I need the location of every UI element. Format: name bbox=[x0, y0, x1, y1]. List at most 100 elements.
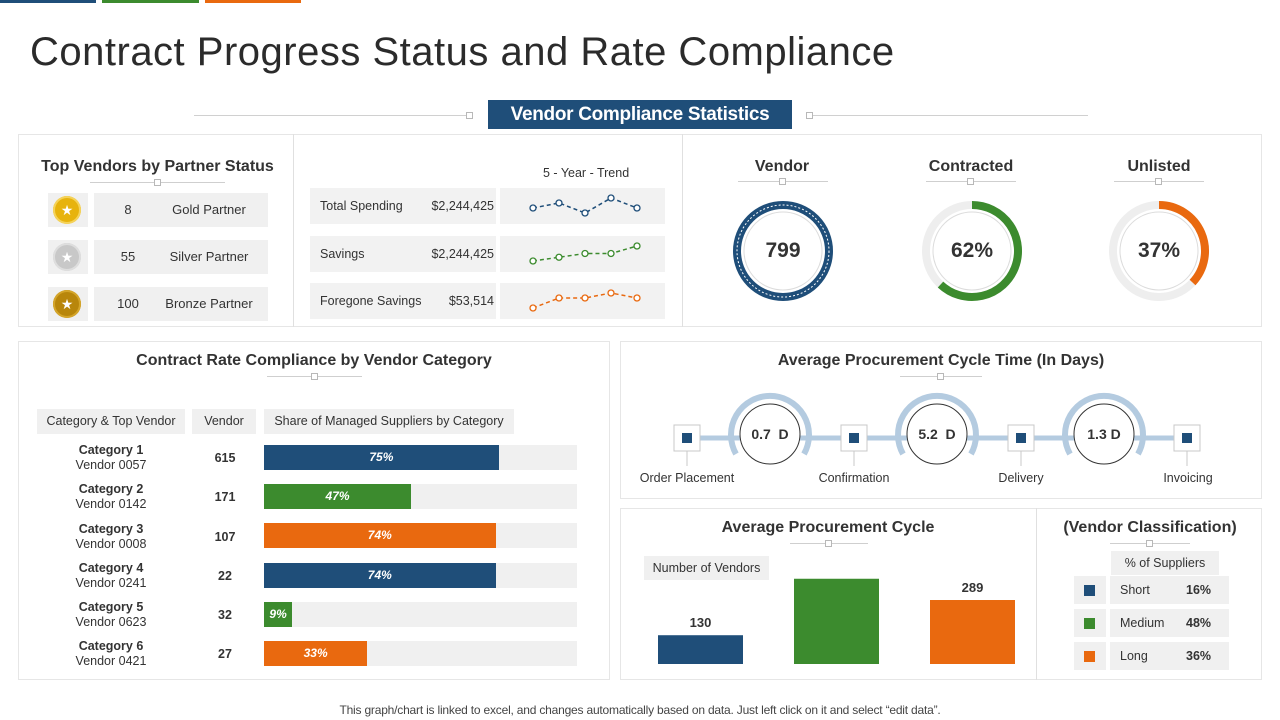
spending-label: Total Spending bbox=[320, 188, 403, 224]
sparkline-point bbox=[556, 200, 562, 206]
gold-star-medal-icon: ★ bbox=[53, 196, 81, 224]
cycle-time-flow: 0.7 D 5.2 D 1.3 D bbox=[620, 380, 1262, 475]
share-bar: 33% bbox=[264, 641, 367, 666]
category-name: Category 6 bbox=[79, 639, 144, 653]
sparkline-point bbox=[582, 251, 588, 257]
category-name: Category 2 bbox=[79, 482, 144, 496]
donut-title-contracted: Contracted bbox=[911, 158, 1031, 176]
partner-row-gold: ★ 8 Gold Partner bbox=[48, 193, 268, 227]
table-header-share: Share of Managed Suppliers by Category bbox=[264, 409, 514, 434]
legend-swatch bbox=[1084, 651, 1095, 662]
sparkline-box bbox=[500, 283, 665, 319]
classification-title: (Vendor Classification) bbox=[1040, 519, 1260, 537]
procurement-cycle-bar-chart: 130385289 bbox=[640, 575, 1030, 670]
classification-row-medium: Medium 48% bbox=[1074, 609, 1229, 637]
sparkline-point bbox=[530, 205, 536, 211]
spending-value: $2,244,425 bbox=[431, 188, 494, 224]
bar bbox=[794, 579, 879, 664]
panel-divider bbox=[293, 134, 294, 327]
share-bar: 9% bbox=[264, 602, 292, 627]
title-ornament bbox=[267, 372, 362, 381]
title-ornament bbox=[926, 177, 1016, 186]
share-bar: 74% bbox=[264, 563, 496, 588]
sparkline-point bbox=[530, 258, 536, 264]
stage-marker bbox=[674, 425, 700, 466]
title-ornament bbox=[1110, 539, 1190, 548]
bronze-star-medal-icon: ★ bbox=[53, 290, 81, 318]
stage-marker bbox=[1008, 425, 1034, 466]
table-header-vendor: Vendor bbox=[192, 409, 256, 434]
top-vendor-name: Vendor 0623 bbox=[76, 615, 147, 629]
top-accent-bar-blue bbox=[0, 0, 96, 3]
partner-row-bronze: ★ 100 Bronze Partner bbox=[48, 287, 268, 321]
top-vendors-title: Top Vendors by Partner Status bbox=[30, 158, 285, 176]
cycle-time-title: Average Procurement Cycle Time (In Days) bbox=[620, 352, 1262, 370]
sparkline-point bbox=[634, 243, 640, 249]
legend-swatch bbox=[1084, 585, 1095, 596]
sparkline-point bbox=[582, 210, 588, 216]
vendor-count: 107 bbox=[205, 530, 245, 544]
vendor-count: 27 bbox=[205, 647, 245, 661]
sparkline-point bbox=[608, 195, 614, 201]
sparkline-point bbox=[556, 254, 562, 260]
stage-label-invoicing: Invoicing bbox=[1133, 471, 1243, 485]
share-bar-track: 74% bbox=[264, 563, 577, 588]
sparkline-point bbox=[608, 290, 614, 296]
vendor-count: 615 bbox=[205, 451, 245, 465]
spending-label: Foregone Savings bbox=[320, 283, 421, 319]
silver-star-medal-icon: ★ bbox=[53, 243, 81, 271]
top-accent-bar-orange bbox=[205, 0, 301, 3]
banner-ornament-left bbox=[466, 112, 473, 119]
stage-label-delivery: Delivery bbox=[966, 471, 1076, 485]
title-ornament bbox=[90, 178, 225, 187]
spending-row-foregone: Foregone Savings $53,514 bbox=[310, 283, 665, 319]
sparkline-point bbox=[608, 251, 614, 257]
share-bar: 75% bbox=[264, 445, 499, 470]
compliance-title: Contract Rate Compliance by Vendor Categ… bbox=[18, 352, 610, 370]
top-vendor-name: Vendor 0008 bbox=[76, 537, 147, 551]
duration-label: 1.3 D bbox=[1087, 426, 1120, 442]
category-name: Category 5 bbox=[79, 600, 144, 614]
spending-row-total: Total Spending $2,244,425 bbox=[310, 188, 665, 224]
bar bbox=[658, 635, 743, 664]
category-name: Category 4 bbox=[79, 561, 144, 575]
partner-label: Gold Partner bbox=[154, 193, 264, 227]
classification-header: % of Suppliers bbox=[1111, 551, 1219, 575]
spending-label: Savings bbox=[320, 236, 364, 272]
sparkline-savings bbox=[500, 236, 665, 272]
title-ornament bbox=[790, 539, 868, 548]
partner-label: Silver Partner bbox=[154, 240, 264, 274]
sparkline-point bbox=[530, 305, 536, 311]
sparkline-total-spending bbox=[500, 188, 665, 224]
top-vendor-name: Vendor 0057 bbox=[76, 458, 147, 472]
category-name: Category 1 bbox=[79, 443, 144, 457]
page-title: Contract Progress Status and Rate Compli… bbox=[30, 30, 895, 75]
sparkline-box bbox=[500, 188, 665, 224]
donut-title-unlisted: Unlisted bbox=[1099, 158, 1219, 176]
bar-value-label: 130 bbox=[690, 615, 712, 630]
classification-pct: 36% bbox=[1186, 642, 1211, 670]
trend-header: 5 - Year - Trend bbox=[543, 166, 629, 180]
share-bar: 47% bbox=[264, 484, 411, 509]
share-bar: 74% bbox=[264, 523, 496, 548]
stage-marker bbox=[1174, 425, 1200, 466]
partner-count: 55 bbox=[94, 240, 162, 274]
category-name: Category 3 bbox=[79, 522, 144, 536]
duration-label: 5.2 D bbox=[918, 426, 955, 442]
spending-value: $53,514 bbox=[449, 283, 494, 319]
classification-name: Medium bbox=[1120, 609, 1164, 637]
vendor-count: 32 bbox=[205, 608, 245, 622]
top-accent-bar-green bbox=[102, 0, 199, 3]
table-header-category: Category & Top Vendor bbox=[37, 409, 185, 434]
share-bar-track: 9% bbox=[264, 602, 577, 627]
share-bar-track: 47% bbox=[264, 484, 577, 509]
classification-name: Short bbox=[1120, 576, 1150, 604]
banner-line-left bbox=[194, 115, 470, 116]
partner-label: Bronze Partner bbox=[154, 287, 264, 321]
vendor-count: 171 bbox=[205, 490, 245, 504]
donut-value-vendor: 799 bbox=[743, 239, 823, 263]
sparkline-box bbox=[500, 236, 665, 272]
partner-count: 8 bbox=[94, 193, 162, 227]
sparkline-point bbox=[582, 295, 588, 301]
vendor-count: 22 bbox=[205, 569, 245, 583]
